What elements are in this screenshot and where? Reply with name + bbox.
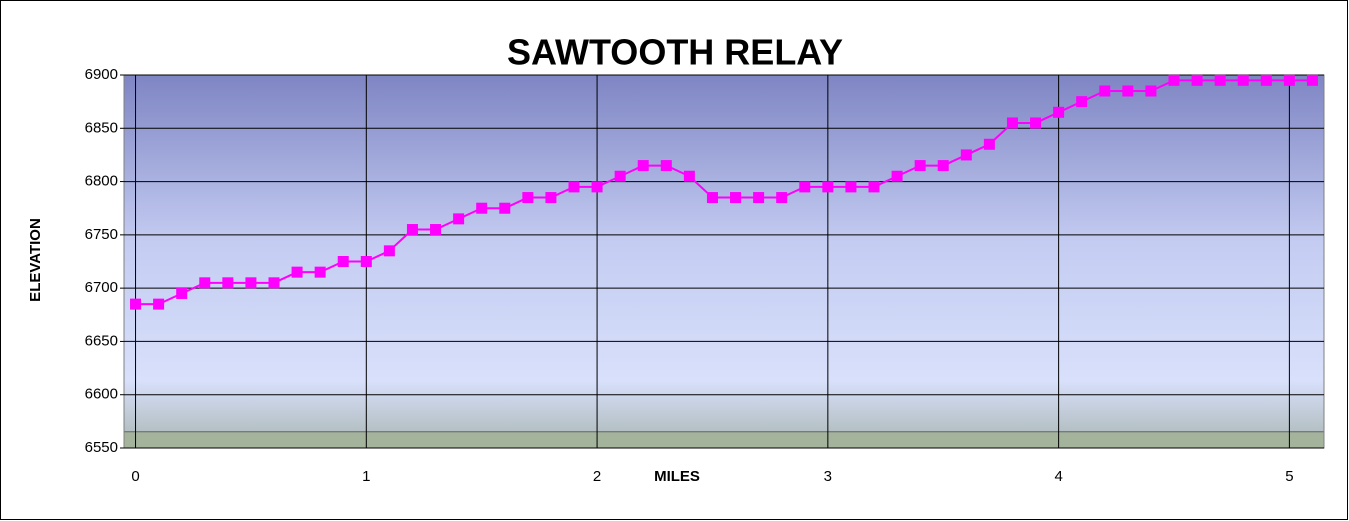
y-tick-label: 6900 [85, 66, 118, 83]
marker [868, 181, 880, 193]
marker [545, 192, 557, 204]
x-tick-label: 4 [1054, 468, 1062, 485]
marker [499, 202, 511, 214]
marker [1076, 96, 1088, 108]
marker [268, 277, 280, 289]
marker [314, 266, 326, 278]
x-tick-label: 0 [131, 468, 139, 485]
marker [453, 213, 465, 225]
marker [1191, 74, 1203, 86]
marker [660, 160, 672, 172]
marker [568, 181, 580, 193]
marker [222, 277, 234, 289]
y-tick-label: 6700 [85, 279, 118, 296]
marker [706, 192, 718, 204]
marker [245, 277, 257, 289]
marker [1306, 74, 1318, 86]
marker [591, 181, 603, 193]
marker [1053, 106, 1065, 118]
marker [383, 245, 395, 257]
marker [430, 224, 442, 236]
marker [1237, 74, 1249, 86]
marker [983, 138, 995, 150]
marker [730, 192, 742, 204]
y-tick-label: 6850 [85, 119, 118, 136]
y-tick-label: 6650 [85, 332, 118, 349]
chart-title: SAWTOOTH RELAY [507, 32, 843, 73]
marker [799, 181, 811, 193]
marker [1145, 85, 1157, 97]
y-axis-label: ELEVATION [27, 218, 44, 302]
marker [1006, 117, 1018, 129]
marker [1214, 74, 1226, 86]
marker [1030, 117, 1042, 129]
marker [1122, 85, 1134, 97]
marker [960, 149, 972, 161]
y-tick-label: 6800 [85, 173, 118, 190]
marker [153, 298, 165, 310]
x-tick-label: 5 [1285, 468, 1293, 485]
x-tick-label: 3 [824, 468, 832, 485]
marker [914, 160, 926, 172]
x-axis-label: MILES [654, 468, 700, 485]
marker [199, 277, 211, 289]
marker [1283, 74, 1295, 86]
marker [1099, 85, 1111, 97]
marker [1168, 74, 1180, 86]
marker [130, 298, 142, 310]
marker [637, 160, 649, 172]
marker [360, 256, 372, 267]
marker [683, 170, 695, 182]
marker [291, 266, 303, 278]
marker [476, 202, 488, 214]
plot-area [123, 74, 1325, 449]
marker [822, 181, 834, 193]
marker [776, 192, 788, 204]
x-tick-label: 1 [362, 468, 370, 485]
y-tick-label: 6750 [85, 226, 118, 243]
y-tick-label: 6600 [85, 386, 118, 403]
marker [176, 287, 188, 299]
marker [845, 181, 857, 193]
series-line [135, 79, 1313, 306]
marker [753, 192, 765, 204]
marker [614, 170, 626, 182]
marker [1260, 74, 1272, 86]
marker [337, 256, 349, 267]
x-tick-label: 2 [593, 468, 601, 485]
marker [522, 192, 534, 204]
marker [891, 170, 903, 182]
marker [406, 224, 418, 236]
y-tick-label: 6550 [85, 439, 118, 456]
marker [937, 160, 949, 172]
